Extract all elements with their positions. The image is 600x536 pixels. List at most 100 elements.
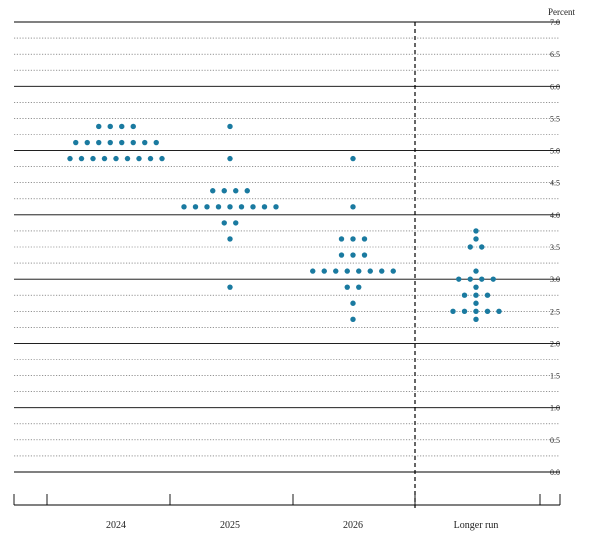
participant-dot [473, 300, 479, 306]
participant-dot [350, 155, 356, 162]
participant-dot [233, 188, 239, 194]
participant-dot [350, 300, 356, 306]
participant-dot [130, 139, 136, 146]
participant-dot [96, 139, 102, 146]
x-category-label: Longer run [454, 520, 499, 531]
participant-dot [338, 252, 345, 258]
participant-dot [159, 155, 165, 162]
participant-dot [142, 139, 148, 146]
participant-dot [338, 236, 345, 242]
participant-dots [67, 123, 502, 323]
participant-dot [215, 204, 222, 210]
participant-dot [221, 188, 227, 194]
participant-dot [356, 268, 362, 274]
participant-dot [461, 308, 468, 314]
participant-dot [479, 276, 485, 282]
participant-dot [344, 284, 350, 290]
participant-dot [484, 308, 491, 314]
y-tick-label: 4.0 [550, 211, 560, 220]
y-tick-label: 2.5 [550, 307, 560, 316]
participant-dot [250, 204, 256, 210]
participant-dot [379, 268, 385, 274]
x-category-label: 2025 [220, 520, 240, 531]
participant-dot [119, 139, 125, 146]
participant-dot [210, 188, 216, 194]
participant-dot [101, 155, 108, 162]
participant-dot [467, 244, 473, 250]
participant-dot [78, 155, 85, 162]
y-tick-label: 4.5 [550, 179, 560, 188]
participant-dot [473, 268, 479, 274]
participant-dot [136, 155, 142, 162]
participant-dot [113, 155, 119, 162]
participant-dot [484, 292, 491, 298]
participant-dot [473, 316, 479, 323]
participant-dot [238, 204, 245, 210]
participant-dot [119, 123, 125, 130]
participant-dot [479, 244, 485, 250]
participant-dot [321, 268, 327, 274]
participant-dot [356, 284, 362, 290]
participant-dot [350, 316, 356, 323]
participant-dot [90, 155, 96, 162]
participant-dot [350, 204, 356, 210]
participant-dot [344, 268, 350, 274]
y-tick-label: 1.0 [550, 404, 560, 413]
y-tick-label: 0.5 [550, 436, 560, 445]
y-tick-label: 6.0 [550, 82, 560, 91]
x-category-label: 2026 [343, 520, 363, 531]
y-tick-label: 2.0 [550, 339, 560, 348]
y-tick-label: 7.0 [550, 18, 560, 27]
participant-dot [107, 139, 113, 146]
y-tick-label: 3.0 [550, 275, 560, 284]
participant-dot [361, 252, 368, 258]
participant-dot [273, 204, 279, 210]
participant-dot [473, 284, 479, 290]
y-tick-label: 5.0 [550, 147, 560, 156]
participant-dot [124, 155, 131, 162]
participant-dot [473, 236, 479, 242]
x-category-label: 2024 [106, 520, 126, 531]
participant-dot [204, 204, 210, 210]
x-axis-category-labels: 2024 2025 2026 Longer run [106, 520, 498, 531]
participant-dot [227, 123, 233, 130]
participant-dot [233, 220, 239, 226]
y-tick-label: 0.0 [550, 468, 560, 477]
participant-dot [227, 155, 233, 162]
participant-dot [130, 123, 136, 130]
participant-dot [147, 155, 154, 162]
participant-dot [227, 204, 233, 210]
participant-dot [473, 292, 479, 298]
participant-dot [181, 204, 187, 210]
participant-dot [473, 228, 479, 234]
participant-dot [350, 252, 356, 258]
participant-dot [153, 139, 159, 146]
participant-dot [450, 308, 456, 314]
participant-dot [456, 276, 462, 282]
participant-dot [261, 204, 268, 210]
participant-dot [390, 268, 396, 274]
participant-dot [361, 236, 368, 242]
y-axis-unit-label: Percent [548, 7, 575, 17]
y-tick-label: 3.5 [550, 243, 560, 252]
grid-lines [14, 21, 560, 473]
participant-dot [244, 188, 250, 194]
participant-dot [67, 155, 73, 162]
participant-dot [96, 123, 102, 130]
participant-dot [227, 236, 233, 242]
participant-dot [461, 292, 468, 298]
participant-dot [496, 308, 502, 314]
y-tick-label: 5.5 [550, 114, 560, 123]
participant-dot [192, 204, 199, 210]
participant-dot [350, 236, 356, 242]
participant-dot [84, 139, 90, 146]
participant-dot [367, 268, 373, 274]
x-axis [13, 494, 561, 506]
participant-dot [310, 268, 316, 274]
participant-dot [107, 123, 113, 130]
y-tick-label: 6.5 [550, 50, 560, 59]
participant-dot [73, 139, 79, 146]
y-tick-label: 1.5 [550, 372, 560, 381]
y-axis-tick-labels: 0.0 0.5 1.0 1.5 2.0 2.5 3.0 3.5 4.0 4.5 5.0 5.5 6.0 6… [550, 18, 560, 477]
participant-dot [227, 284, 233, 290]
